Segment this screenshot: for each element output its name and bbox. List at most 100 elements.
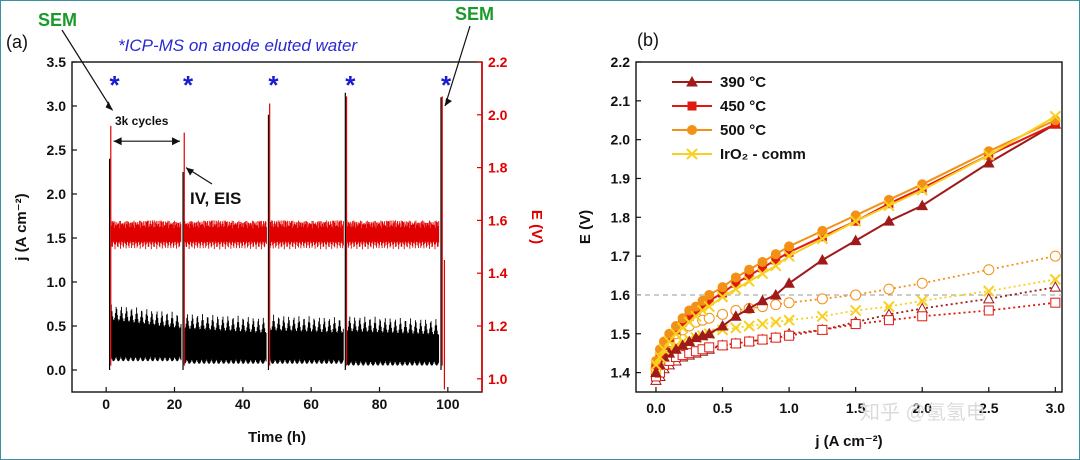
- open-series-point: [744, 336, 755, 347]
- y-tick-label: 2.0: [611, 132, 631, 148]
- y-tick-label: 1.6: [611, 287, 631, 303]
- series-point: [731, 278, 741, 288]
- series-point: [883, 215, 895, 226]
- series-point: [816, 232, 829, 245]
- series-E-band: [110, 220, 440, 250]
- y-left-tick-label: 0.0: [47, 362, 67, 378]
- open-series-point: [717, 308, 729, 320]
- open-series-point: [850, 289, 862, 301]
- open-series-line: [655, 286, 1056, 382]
- cycles-arrowhead-right: [172, 137, 181, 146]
- x-tick-label: 1.0: [779, 400, 799, 416]
- cycles-label: 3k cycles: [115, 114, 169, 128]
- series-point: [783, 277, 795, 288]
- sem-label-right: SEM: [455, 4, 494, 24]
- y-tick-label: 1.8: [611, 209, 631, 225]
- open-series-point: [816, 293, 828, 305]
- series-point: [703, 300, 715, 313]
- panel-b-plot: 0.0 0.5 1.0 1.5 2.0 2.5 3.0 1.4 1.5 1.6 1.7 1.8 1.9 2…: [577, 54, 1065, 450]
- open-series-point: [783, 314, 795, 326]
- y-left-tick-label: 1.5: [47, 230, 67, 246]
- panel-a-plot: 0 20 40 60 80 100 0.0 0.5 1.0 1.5 2.0 2.5 3.0 3.5 1.0 1…: [13, 25, 545, 446]
- series-point: [756, 267, 769, 280]
- iv-eis-arrowhead: [186, 167, 195, 176]
- x-tick-label: 3.0: [1046, 400, 1066, 416]
- x-tick-label: 40: [235, 396, 251, 412]
- icp-ms-star: *: [110, 70, 121, 100]
- open-series-point: [1049, 250, 1061, 262]
- series-point: [757, 256, 768, 267]
- series-line: [655, 123, 1056, 374]
- legend-label: 390 °C: [720, 74, 766, 91]
- y-left-tick-label: 2.0: [47, 186, 67, 202]
- y-right-tick-label: 1.6: [488, 212, 508, 228]
- icp-ms-star: *: [183, 70, 194, 100]
- x-tick-label: 0.5: [713, 400, 733, 416]
- series-point: [658, 343, 670, 356]
- series-point: [817, 225, 828, 236]
- series-point: [690, 301, 701, 312]
- series-point: [983, 149, 995, 161]
- open-series-point: [704, 342, 715, 353]
- x-tick-label: 1.5: [846, 400, 866, 416]
- open-series-point: [983, 305, 994, 316]
- series-point: [1049, 110, 1062, 123]
- open-series-point: [730, 322, 742, 334]
- series-point: [716, 291, 729, 303]
- series-point: [718, 288, 728, 298]
- series-point: [730, 283, 742, 295]
- legend-marker: [687, 101, 697, 111]
- x-tick-label: 60: [303, 396, 319, 412]
- open-series-point: [770, 332, 781, 343]
- open-series-point: [917, 311, 928, 322]
- y-tick-label: 1.7: [611, 248, 631, 264]
- series-point: [982, 156, 995, 168]
- y-right-tick-label: 1.4: [488, 265, 508, 281]
- x-tick-label: 2.0: [912, 400, 932, 416]
- open-series-point: [850, 319, 861, 330]
- sem-arrow-right: [444, 25, 471, 107]
- open-series-point: [783, 297, 795, 309]
- icp-ms-star: *: [441, 70, 452, 100]
- legend-label: 500 °C: [720, 122, 766, 139]
- open-series-point: [756, 318, 769, 330]
- y-left-tick-label: 3.0: [47, 98, 67, 114]
- y-tick-label: 1.4: [611, 365, 631, 381]
- series-point: [743, 275, 755, 288]
- open-series-point: [849, 304, 862, 317]
- x-tick-label: 80: [372, 396, 388, 412]
- sem-arrowhead-left: [105, 101, 113, 111]
- series-point: [684, 311, 694, 321]
- open-series-point: [817, 324, 828, 335]
- series-point: [849, 215, 862, 227]
- series-point: [677, 313, 688, 324]
- open-series-point: [983, 264, 995, 276]
- open-series-point: [784, 330, 795, 341]
- series-point: [916, 199, 929, 211]
- series-point: [729, 310, 742, 321]
- icp-ms-star: *: [268, 70, 279, 100]
- x-tick-label: 0.0: [646, 400, 666, 416]
- y-right-tick-label: 2.0: [488, 107, 508, 123]
- open-series-point: [770, 316, 782, 328]
- series-point: [744, 264, 755, 275]
- y-right-axis-label: E (V): [528, 210, 545, 244]
- open-series-point: [982, 292, 995, 304]
- y-tick-label: 2.1: [611, 93, 631, 109]
- series-point: [717, 282, 728, 293]
- x-tick-label: 100: [436, 396, 460, 412]
- open-series-point: [757, 334, 768, 345]
- cycles-arrowhead-left: [113, 137, 122, 146]
- sem-arrow-left: [61, 29, 114, 111]
- open-series-point: [730, 338, 741, 349]
- series-point: [771, 255, 781, 265]
- series-point: [783, 250, 795, 262]
- panel-b-label: (b): [637, 30, 659, 50]
- legend-marker: [687, 125, 697, 135]
- legend-marker: [686, 148, 698, 160]
- sem-label-left: SEM: [38, 10, 77, 30]
- y-right-tick-label: 1.0: [488, 371, 508, 387]
- series-point: [704, 296, 714, 306]
- open-series-line: [655, 301, 1056, 378]
- y-tick-label: 2.2: [611, 54, 631, 70]
